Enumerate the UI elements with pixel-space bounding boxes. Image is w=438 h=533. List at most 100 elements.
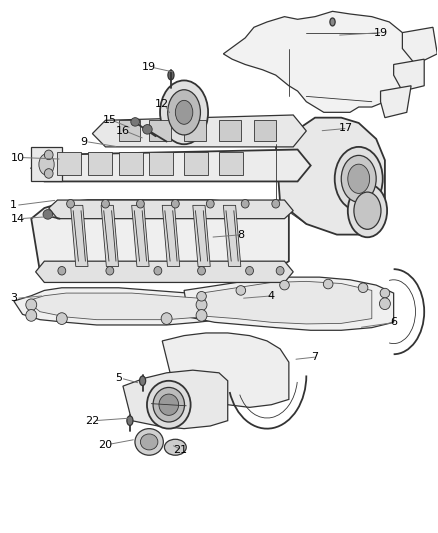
Ellipse shape [57, 313, 67, 325]
Bar [219, 152, 243, 174]
Bar [254, 120, 276, 141]
Polygon shape [223, 11, 420, 112]
Text: 22: 22 [85, 416, 99, 426]
Ellipse shape [44, 150, 53, 160]
Text: 3: 3 [10, 293, 17, 303]
Polygon shape [92, 115, 306, 147]
Ellipse shape [135, 429, 163, 455]
Polygon shape [162, 205, 180, 266]
Ellipse shape [196, 310, 207, 321]
Ellipse shape [164, 439, 186, 455]
Text: 6: 6 [390, 317, 397, 327]
Ellipse shape [198, 266, 205, 275]
Ellipse shape [147, 381, 191, 429]
Ellipse shape [168, 70, 174, 80]
Polygon shape [27, 293, 201, 320]
Ellipse shape [159, 394, 179, 415]
Polygon shape [193, 205, 210, 266]
Ellipse shape [358, 283, 368, 293]
Ellipse shape [168, 90, 201, 135]
Polygon shape [381, 86, 411, 118]
Polygon shape [403, 27, 437, 64]
Ellipse shape [276, 266, 284, 275]
Text: 12: 12 [155, 99, 170, 109]
Text: 16: 16 [116, 126, 130, 136]
Ellipse shape [241, 199, 249, 208]
Bar [149, 120, 171, 141]
Polygon shape [223, 205, 241, 266]
Ellipse shape [380, 288, 390, 298]
Polygon shape [162, 333, 289, 407]
Ellipse shape [160, 80, 208, 144]
Ellipse shape [39, 154, 54, 175]
Ellipse shape [26, 299, 37, 311]
Ellipse shape [379, 298, 390, 310]
Bar [119, 120, 141, 141]
Bar [149, 152, 173, 174]
Polygon shape [31, 147, 62, 181]
Polygon shape [132, 205, 149, 266]
Ellipse shape [175, 100, 193, 124]
Ellipse shape [106, 266, 114, 275]
Polygon shape [394, 59, 424, 91]
Text: 21: 21 [173, 445, 187, 455]
Ellipse shape [58, 266, 66, 275]
Polygon shape [31, 150, 311, 181]
Ellipse shape [330, 18, 335, 26]
Text: 4: 4 [268, 290, 275, 301]
Polygon shape [49, 200, 293, 219]
Text: 17: 17 [339, 123, 353, 133]
Ellipse shape [44, 168, 53, 178]
Ellipse shape [206, 199, 214, 208]
Bar [219, 120, 241, 141]
Text: 5: 5 [115, 373, 122, 383]
Ellipse shape [154, 266, 162, 275]
Polygon shape [201, 281, 372, 324]
Polygon shape [31, 200, 289, 277]
Text: 9: 9 [80, 136, 87, 147]
Ellipse shape [131, 118, 140, 126]
Bar [119, 152, 143, 174]
Ellipse shape [280, 280, 289, 290]
Ellipse shape [341, 156, 376, 202]
Ellipse shape [141, 434, 158, 450]
Text: 14: 14 [11, 214, 25, 224]
Ellipse shape [348, 184, 387, 237]
Bar [184, 152, 208, 174]
Polygon shape [35, 261, 293, 282]
Text: 20: 20 [99, 440, 113, 450]
Ellipse shape [143, 125, 152, 134]
Ellipse shape [236, 286, 246, 295]
Bar [184, 120, 206, 141]
Text: 1: 1 [10, 200, 17, 211]
Ellipse shape [246, 266, 254, 275]
Ellipse shape [67, 199, 74, 208]
Ellipse shape [335, 147, 383, 211]
Text: 8: 8 [237, 230, 244, 240]
Ellipse shape [137, 199, 145, 208]
Ellipse shape [26, 310, 37, 321]
Text: 15: 15 [103, 115, 117, 125]
Ellipse shape [43, 209, 53, 219]
Text: 19: 19 [142, 62, 156, 72]
Ellipse shape [272, 199, 280, 208]
Ellipse shape [354, 192, 381, 229]
Bar [57, 152, 81, 174]
Text: 19: 19 [374, 28, 388, 38]
Polygon shape [71, 205, 88, 266]
Ellipse shape [323, 279, 333, 289]
Ellipse shape [196, 299, 207, 311]
Ellipse shape [161, 313, 172, 325]
Text: 7: 7 [311, 352, 318, 362]
Polygon shape [184, 277, 394, 330]
Polygon shape [101, 205, 119, 266]
Ellipse shape [197, 292, 206, 301]
Ellipse shape [171, 199, 179, 208]
Text: 10: 10 [11, 152, 25, 163]
Ellipse shape [140, 376, 146, 385]
Ellipse shape [102, 199, 110, 208]
Ellipse shape [127, 416, 133, 425]
Ellipse shape [153, 387, 184, 422]
Polygon shape [276, 118, 385, 235]
Bar [88, 152, 112, 174]
